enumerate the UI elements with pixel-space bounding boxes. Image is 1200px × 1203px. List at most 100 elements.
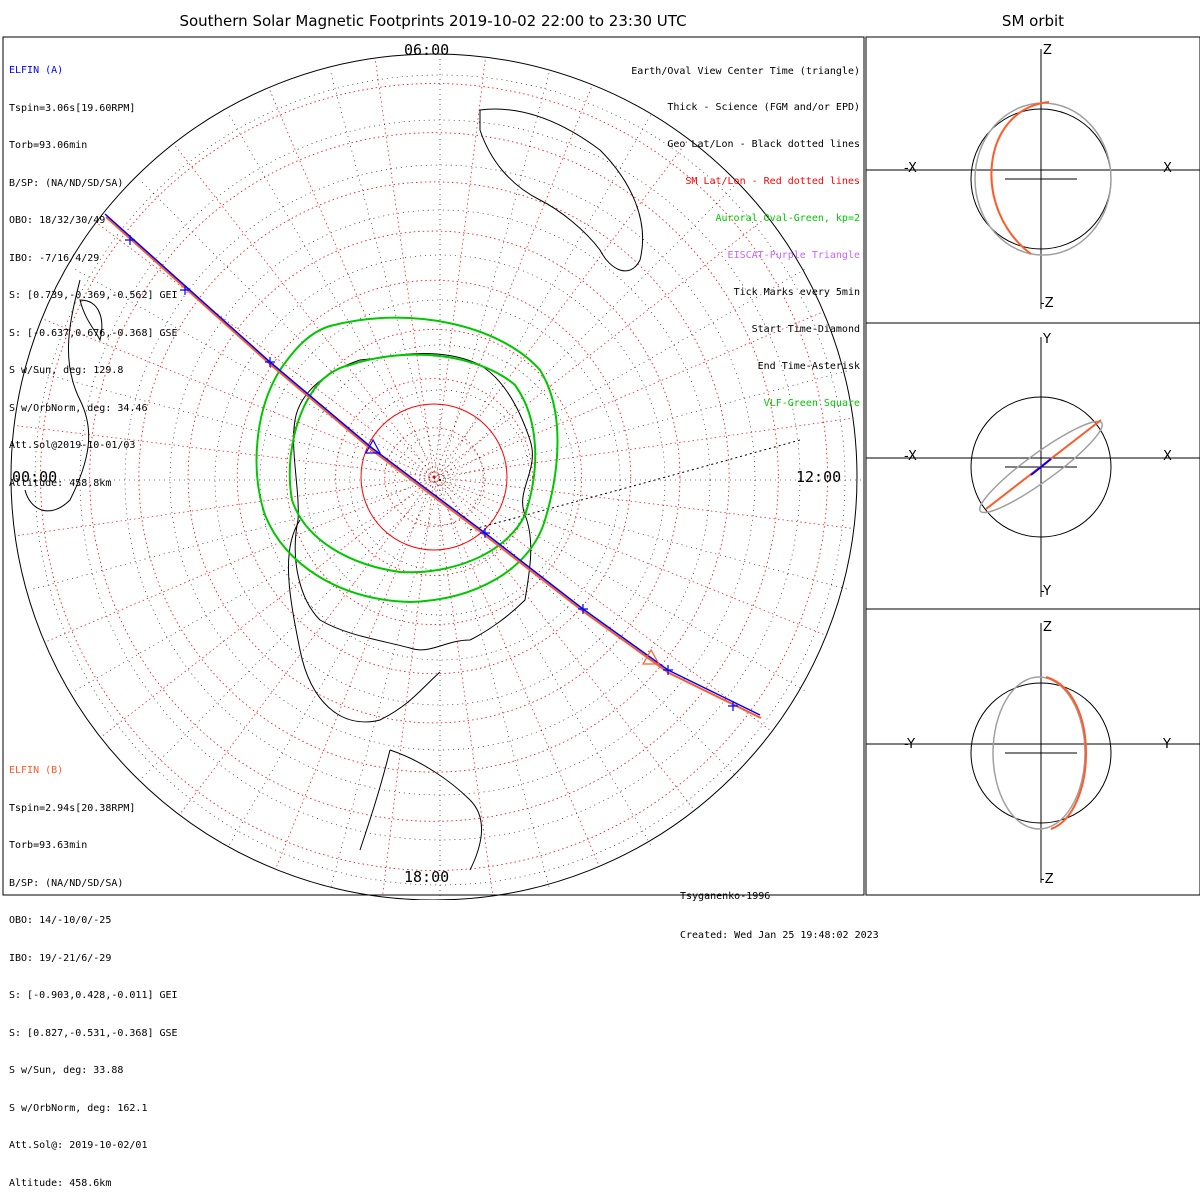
sm-lon-line [433, 476, 695, 811]
legend-item: Auroral Oval-Green, kp=2 [715, 213, 861, 225]
sm-lon-line [44, 476, 435, 643]
sm-lon-line [433, 138, 689, 478]
sm-lat-circle [138, 181, 730, 773]
elfin-a-name: ELFIN (A) [9, 65, 64, 76]
geo-lon-line [439, 479, 652, 847]
sm-lon-line [179, 476, 435, 816]
mlt-label-top: 06:00 [404, 41, 450, 59]
auroral-oval-outer [255, 316, 559, 604]
elfin-b-line: IBO: 19/-21/6/-29 [9, 952, 112, 964]
polar-map [10, 53, 863, 900]
sm-lat-circle [40, 83, 828, 871]
geo-lon-line [439, 479, 740, 780]
track-tick-mark [578, 604, 588, 614]
elfin-a-line: Att.Sol@2019-10-01/03 [9, 440, 136, 451]
elfin-b-line: Altitude: 458.6km [9, 1177, 112, 1189]
legend-item: Geo Lat/Lon - Black dotted lines [667, 139, 860, 151]
orbit3-bottom-label: -Z [1040, 872, 1054, 887]
sm-lon-line [41, 318, 435, 478]
orbit-path-elfin-b [990, 101, 1050, 255]
sm-lon-line [275, 476, 435, 870]
orbit-path-elfin-a [1030, 458, 1052, 476]
sm-lon-line [433, 57, 486, 478]
map-frame [2, 36, 865, 896]
elfin-a-line: Tspin=3.06s[19.60RPM] [9, 102, 136, 114]
legend-item: Start Time-Diamond [751, 323, 860, 335]
geo-lon-line [439, 479, 550, 889]
geo-lon-line [31, 370, 441, 481]
track-tick-mark [125, 235, 135, 245]
orbit-panel-frame-xz [865, 36, 1200, 324]
geo-lon-line [73, 268, 441, 481]
orbit3-left-label: -Y [904, 737, 916, 752]
footprint-figure [2, 36, 1200, 900]
earth-limb [10, 53, 858, 900]
orbit-path-gray [979, 420, 1103, 514]
model-name: Tsyganenko-1996 [680, 891, 771, 902]
sm-lon-line [14, 425, 435, 478]
geo-lon-line [439, 479, 849, 590]
orbit1-left-label: -X [904, 161, 917, 176]
elfin-b-line: S w/Sun, deg: 33.88 [9, 1065, 124, 1076]
elfin-b-line: S: [-0.903,0.428,-0.011] GEI [9, 990, 178, 1001]
elfin-b-info: ELFIN (B) Tspin=2.94s[20.38RPM] Torb=93.… [9, 740, 178, 1203]
sm-lon-line [173, 143, 435, 478]
sm-lat-circle [187, 230, 681, 724]
geo-lon-line [73, 479, 441, 692]
mlt-label-bottom: 18:00 [404, 868, 450, 886]
sm-lon-line [433, 311, 824, 478]
sm-lon-line [433, 476, 600, 867]
legend-item: Tick Marks every 5min [733, 286, 860, 298]
track-tick-mark [728, 701, 738, 711]
orbit2-right-label: X [1163, 449, 1172, 464]
orbit-plots [866, 49, 1200, 883]
orbit-title: SM orbit [1001, 12, 1065, 30]
sm-lon-line [433, 476, 494, 896]
legend-item: End Time-Asterisk [757, 360, 860, 372]
orbit2-left-label: -X [904, 449, 917, 464]
sm-polar-circle [360, 403, 508, 551]
elfin-b-line: S w/OrbNorm, deg: 162.1 [9, 1102, 148, 1114]
sm-lon-line [433, 84, 593, 478]
sm-lon-line [382, 476, 435, 897]
sm-lon-line [95, 222, 435, 478]
orbit1-right-label: X [1163, 161, 1172, 176]
elfin-b-track [105, 216, 762, 719]
elfin-a-info: ELFIN (A) Tspin=3.06s[19.60RPM] Torb=93.… [9, 40, 178, 503]
elfin-a-line: B/SP: (NA/ND/SD/SA) [9, 177, 124, 189]
continent-outline [287, 519, 441, 723]
auroral-oval-inner [288, 353, 537, 574]
track-tick-mark [180, 285, 190, 295]
footer-info: Tsyganenko-1996 Created: Wed Jan 25 19:4… [680, 864, 879, 955]
elfin-b-line: Att.Sol@: 2019-10-02/01 [9, 1140, 148, 1151]
elfin-b-line: B/SP: (NA/ND/SD/SA) [9, 877, 124, 889]
sm-lon-line [433, 417, 853, 478]
continent-outline [479, 108, 644, 272]
geo-lon-line [140, 479, 441, 780]
elfin-a-line: S w/OrbNorm, deg: 34.46 [9, 402, 148, 414]
created-timestamp: Created: Wed Jan 25 19:48:02 2023 [680, 930, 879, 941]
sm-lat-circle [335, 378, 533, 576]
elfin-a-line: S w/Sun, deg: 129.8 [9, 365, 124, 376]
geo-lon-line [140, 180, 441, 481]
orbit2-bottom-label: -Y [1040, 584, 1052, 599]
sm-lon-line [433, 476, 827, 636]
continent-outline [24, 279, 90, 512]
geo-lon-line [228, 113, 441, 481]
legend-item: EISCAT-Purple Triangle [727, 250, 860, 262]
sm-lon-line [433, 476, 773, 732]
legend: Earth/Oval View Center Time (triangle) T… [631, 41, 860, 422]
sm-lon-line [268, 87, 435, 478]
elfin-b-line: Tspin=2.94s[20.38RPM] [9, 802, 136, 814]
sm-lon-line [15, 476, 435, 537]
track-tick-mark [265, 357, 275, 367]
elfin-a-line: Torb=93.06min [9, 140, 88, 151]
mlt-label-left: 00:00 [12, 468, 58, 486]
orbit3-right-label: Y [1163, 737, 1171, 752]
sm-lon-line [433, 476, 854, 529]
geo-lon-line [330, 479, 441, 889]
legend-item: Thick - Science (FGM and/or EPD) [667, 102, 860, 114]
mlt-label-right: 12:00 [796, 468, 842, 486]
elfin-a-line: S: [0.739,-0.369,-0.562] GEI [9, 290, 178, 301]
sm-lat-circle [384, 427, 484, 527]
